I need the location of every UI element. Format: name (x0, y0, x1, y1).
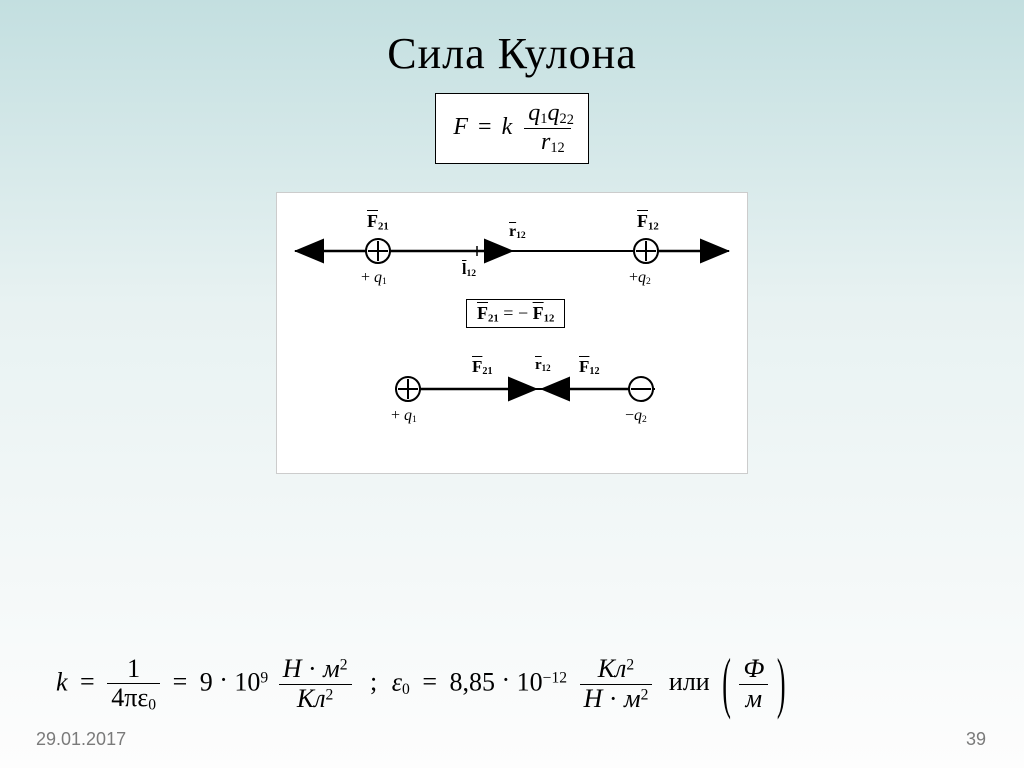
formula-F: F (453, 114, 468, 140)
title-text: Сила Кулона (387, 29, 637, 78)
eps0-val: 8,85 (450, 667, 496, 696)
semicolon: ; (370, 667, 377, 696)
F21-label-top1: F21 (367, 211, 389, 232)
or-text: или (669, 667, 710, 696)
rel-F12: F (533, 303, 544, 323)
footer-date: 29.01.2017 (36, 729, 126, 750)
F12-label-2: F12 (579, 357, 600, 377)
den-sup: 2 (567, 112, 574, 128)
formula-fraction: q1q2 r122 (524, 100, 570, 157)
newton3-box: F21 = − F12 (466, 299, 565, 328)
ten1: 10 (234, 667, 260, 696)
l12-label: l12 (462, 261, 476, 279)
r12-label-2: r12 (535, 357, 551, 374)
r12-label-1: r12 (509, 223, 526, 241)
nine: 9 (200, 667, 213, 696)
ten2: 10 (517, 667, 543, 696)
F21-label-2: F21 (472, 357, 493, 377)
rparen: ) (777, 645, 786, 723)
k-sym: k (56, 667, 68, 696)
k-frac: 1 4πε0 (107, 655, 160, 714)
formula-k: k (502, 114, 513, 140)
eq3: = (422, 667, 437, 696)
unit-frac-2: Кл2 Н · м2 (580, 655, 653, 713)
q1-label-1: + q1 (361, 269, 387, 287)
force-diagram: F21 F12 r12 l12 + q1 +q2 F21 = − F12 F21… (276, 192, 748, 474)
coulomb-formula-box: F = k q1q2 r122 (435, 93, 589, 164)
den-r: r (541, 129, 550, 155)
q2-label-1: +q2 (629, 269, 651, 287)
rel-F21: F (477, 303, 488, 323)
exp-12: −12 (543, 669, 567, 686)
farad-frac: Ф м (739, 655, 768, 713)
page-title: Сила Кулона (0, 0, 1024, 79)
eq1: = (80, 667, 95, 696)
F12-label-top1: F12 (637, 211, 659, 232)
eps0: ε (392, 667, 402, 696)
formula-eq: = (478, 114, 492, 140)
rel-mid: = − (503, 303, 528, 323)
constants-equation: k = 1 4πε0 = 9 · 109 Н · м2 Кл2 ; ε0 = 8… (56, 655, 976, 714)
eq2: = (173, 667, 188, 696)
q1-label-2: + q1 (391, 407, 417, 425)
unit-frac-1: Н · м2 Кл2 (279, 655, 352, 713)
q2-label-2: −q2 (625, 407, 647, 425)
exp9: 9 (260, 669, 268, 686)
lparen: ( (722, 645, 731, 723)
den-sub: 12 (550, 140, 564, 156)
footer-page: 39 (966, 729, 986, 750)
